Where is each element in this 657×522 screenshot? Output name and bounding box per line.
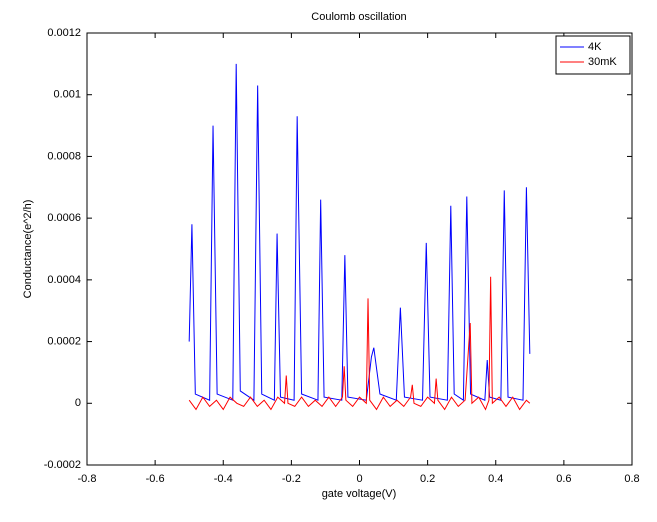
chart-title: Coulomb oscillation — [311, 11, 406, 23]
x-tick-label: -0.2 — [282, 473, 301, 485]
y-tick-label: 0 — [75, 397, 81, 409]
x-tick-label: 0.8 — [624, 473, 639, 485]
series-line — [188, 63, 531, 402]
y-tick-label: 0.001 — [53, 89, 81, 101]
legend-label: 4K — [588, 41, 602, 53]
y-axis-label: Conductance(e^2/h) — [22, 200, 34, 299]
plot-frame — [86, 32, 633, 466]
x-tick-label: -0.6 — [146, 473, 165, 485]
x-tick-label: -0.4 — [214, 473, 233, 485]
x-axis-label: gate voltage(V) — [322, 488, 397, 500]
x-tick-label: -0.8 — [78, 473, 97, 485]
legend-label: 30mK — [588, 56, 617, 68]
y-tick-label: 0.0004 — [47, 274, 81, 286]
y-tick-label: 0.0002 — [47, 335, 81, 347]
y-tick-label: 0.0006 — [47, 212, 81, 224]
y-tick-label: 0.0012 — [47, 27, 81, 39]
x-tick-label: 0.2 — [420, 473, 435, 485]
series-line — [188, 276, 531, 411]
y-tick-label: 0.0008 — [47, 150, 81, 162]
x-tick-label: 0 — [356, 473, 362, 485]
legend-box — [555, 35, 631, 75]
x-tick-label: 0.4 — [488, 473, 503, 485]
x-tick-label: 0.6 — [556, 473, 571, 485]
y-tick-label: -0.0002 — [44, 459, 81, 471]
